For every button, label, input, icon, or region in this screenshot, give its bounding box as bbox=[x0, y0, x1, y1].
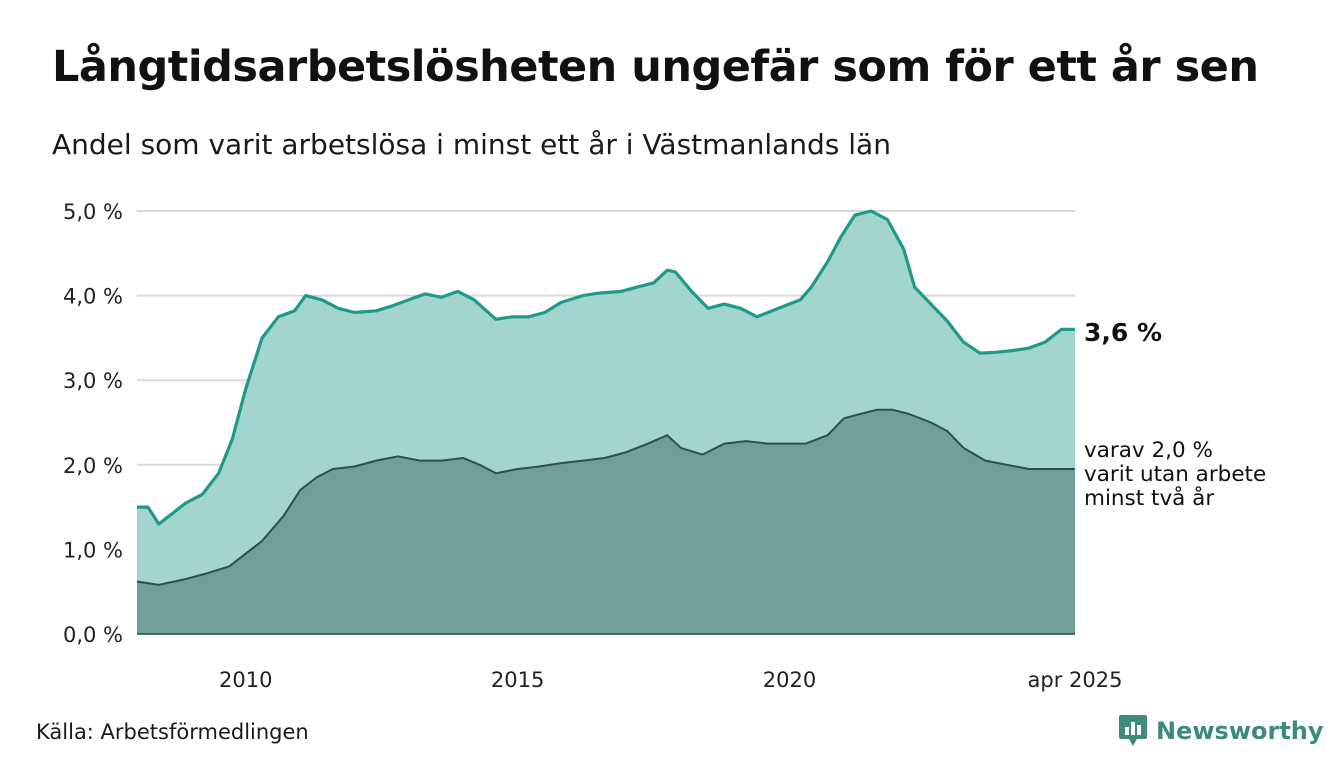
brand-name: Newsworthy bbox=[1156, 717, 1324, 745]
source-note: Källa: Arbetsförmedlingen bbox=[36, 720, 309, 744]
x-tick-label: apr 2025 bbox=[1028, 668, 1123, 692]
brand: Newsworthy bbox=[1118, 714, 1324, 748]
newsworthy-logo-icon bbox=[1119, 715, 1147, 746]
two-year-end-label: varav 2,0 % varit utan arbete minst två år bbox=[1084, 438, 1266, 511]
y-tick-label: 5,0 % bbox=[63, 200, 123, 224]
total-end-label: 3,6 % bbox=[1084, 318, 1162, 347]
chart-subtitle: Andel som varit arbetslösa i minst ett å… bbox=[52, 128, 891, 161]
x-tick-label: 2015 bbox=[491, 668, 544, 692]
two-year-label-line: varit utan arbete bbox=[1084, 462, 1266, 487]
x-tick-label: 2020 bbox=[763, 668, 816, 692]
two-year-area bbox=[137, 409, 1075, 634]
two-year-label-line: varav 2,0 % bbox=[1084, 438, 1213, 463]
x-tick-label: 2010 bbox=[219, 668, 272, 692]
y-tick-label: 4,0 % bbox=[63, 285, 123, 309]
two-year-line bbox=[136, 408, 1075, 586]
y-tick-label: 3,0 % bbox=[63, 369, 123, 393]
y-tick-label: 1,0 % bbox=[63, 538, 123, 562]
y-tick-label: 2,0 % bbox=[63, 454, 123, 478]
chart-title: Långtidsarbetslösheten ungefär som för e… bbox=[52, 42, 1259, 92]
two-year-label-line: minst två år bbox=[1084, 485, 1214, 511]
y-tick-label: 0,0 % bbox=[63, 623, 123, 647]
x-axis: 2010 2015 2020 apr 2025 bbox=[219, 668, 1122, 692]
total-line bbox=[137, 209, 1075, 526]
y-axis: 0,0 % 1,0 % 2,0 % 3,0 % 4,0 % 5,0 % bbox=[63, 200, 123, 647]
